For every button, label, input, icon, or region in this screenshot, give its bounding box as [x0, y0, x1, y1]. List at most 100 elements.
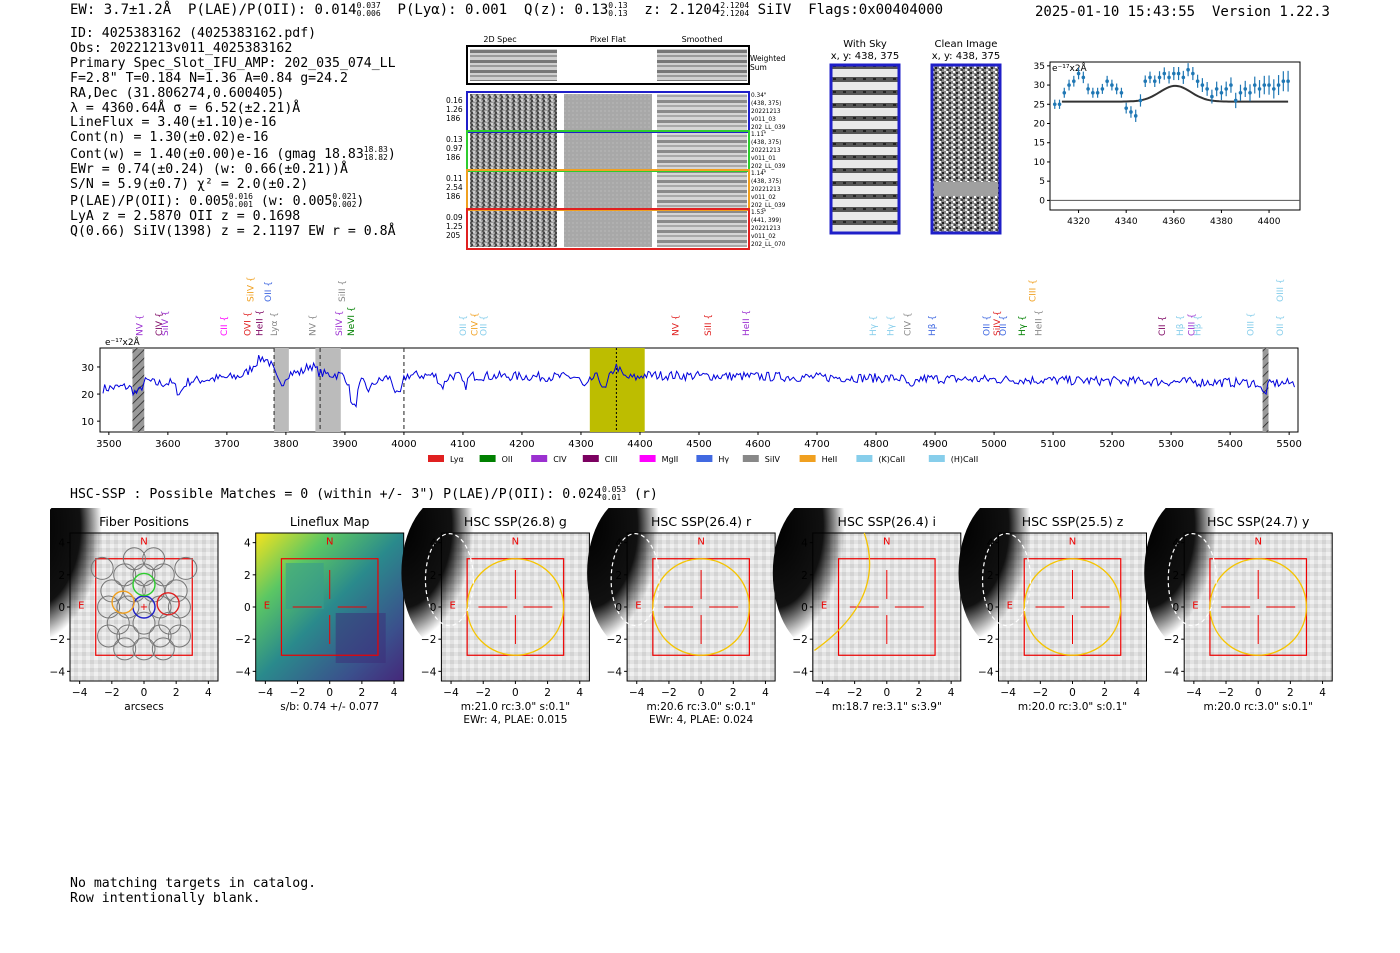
spectrum-line-label: CII { — [1158, 316, 1168, 336]
catalog-footer: No matching targets in catalog. Row inte… — [70, 876, 316, 906]
east-label: E — [449, 601, 455, 612]
spectrum-line-label-high: OIII { — [1276, 278, 1286, 302]
aperture-box — [280, 558, 379, 656]
cutout-col-smooth: Smoothed — [682, 35, 723, 44]
spectrum-line-label-high: CIII { — [1028, 279, 1038, 302]
zoom-data-point — [1129, 110, 1133, 114]
spectrum-xtick-label: 3800 — [273, 439, 298, 450]
spectrum-masked-band — [132, 348, 145, 432]
imaging-panel-5: HSC SSP(25.5) z N E 4 2 0 −2 −4 −4 −2 0 2 4 m:20.0 rc… — [958, 508, 1147, 713]
spectrum-xtick-label: 3500 — [96, 439, 121, 450]
panel-xtick-label: 4 — [762, 687, 769, 699]
zoom-data-point — [1191, 71, 1195, 76]
zoom-data-point — [1152, 79, 1157, 84]
panel-xtick-label: −2 — [104, 687, 119, 699]
info-lya: LyA z = 2.5870 OII z = 0.1698 — [70, 208, 301, 224]
footer-line1: No matching targets in catalog. — [70, 876, 317, 891]
footer-line2: Row intentionally blank. — [70, 891, 261, 906]
spectrum-xtick-label: 5400 — [1217, 439, 1242, 450]
spectrum-line-label: Hγ { — [869, 315, 879, 336]
spectrum-line-label: HeII { — [255, 310, 265, 336]
spectrum-legend-label: SiIV — [765, 455, 781, 464]
clean-image — [930, 63, 1002, 235]
panel-xtick-label: 2 — [1287, 687, 1294, 699]
zoom-data-point — [1114, 87, 1119, 91]
panel-title: Fiber Positions — [99, 514, 189, 529]
panel-xtick-label: −2 — [475, 687, 490, 699]
zoom-xtick-label: 4340 — [1115, 217, 1138, 227]
spectrum-xtick-label: 4600 — [745, 439, 770, 450]
hsc-summary-text: HSC-SSP : Possible Matches = 0 (within +… — [70, 487, 602, 502]
info-plae: P(LAE)/P(OII): 0.005 — [70, 193, 229, 209]
hsc-summary: HSC-SSP : Possible Matches = 0 (within +… — [70, 486, 658, 503]
zoom-data-point — [1262, 83, 1267, 87]
panel-title: HSC SSP(25.5) z — [1022, 514, 1124, 529]
header-timestamp: 2025-01-10 15:43:55 Version 1.22.3 — [1035, 4, 1330, 20]
cutout-2d-spec — [470, 172, 557, 208]
panel-xtick-label: −4 — [72, 687, 88, 699]
info-params: F=2.8" T=0.184 N=1.36 A=0.84 g=24.2 — [70, 70, 348, 86]
panel-xtick-label: −4 — [1186, 687, 1202, 699]
header-flags: Flags:0x00404000 — [808, 2, 944, 18]
panel-ytick-label: 0 — [1173, 602, 1180, 614]
spectrum-legend-swatch — [639, 455, 656, 462]
cutout-col-2d: 2D Spec — [483, 35, 516, 44]
info-sn: S/N = 5.9(±0.7) χ² = 2.0(±0.2) — [70, 177, 309, 193]
zoom-ytick-label: 5 — [1039, 177, 1045, 187]
info-ewr: EWr = 0.74(±0.24) (w: 0.66(±0.21))Å — [70, 162, 348, 178]
with-sky-image — [829, 63, 901, 235]
spectrum-xtick-label: 5100 — [1040, 439, 1065, 450]
galaxy-ellipse — [424, 533, 475, 627]
spectrum-xtick-label: 4500 — [686, 439, 711, 450]
cutout-row-meta: 1.53" — [751, 210, 767, 216]
cutout-row-meta: 20221213 — [751, 109, 781, 115]
spectrum-legend-label: (H)CaII — [951, 455, 978, 464]
zoom-data-point — [1105, 79, 1109, 84]
panel-caption: s/b: 0.74 +/- 0.077 — [280, 701, 379, 713]
info-lambda: λ = 4360.64Å σ = 6.52(±2.21)Å — [70, 100, 301, 116]
zoom-xtick-label: 4380 — [1210, 217, 1233, 227]
panel-xtick-label: 0 — [1255, 687, 1262, 699]
zoom-data-point — [1214, 87, 1219, 91]
spectrum-line-label: SiIV { — [161, 310, 171, 336]
header-summary: EW: 3.7±1.2Å P(LAE)/P(OII): 0.0140.037 0.… — [70, 1, 944, 19]
info-contn: Cont(n) = 1.30(±0.02)e-16 — [70, 130, 269, 146]
panel-title: HSC SSP(24.7) y — [1207, 514, 1310, 529]
panel-ytick-label: 0 — [430, 602, 437, 614]
header-version: Version 1.22.3 — [1211, 4, 1330, 20]
zoom-data-point — [1200, 83, 1205, 87]
panel-ytick-label: −2 — [792, 634, 807, 646]
panel-xtick-label: 2 — [359, 687, 366, 699]
panel-ytick-label: −4 — [792, 666, 808, 678]
spectrum-xtick-label: 4400 — [627, 439, 652, 450]
spectrum-xtick-label: 5300 — [1158, 439, 1183, 450]
panel-ytick-label: 2 — [244, 570, 251, 582]
sum-word: Sum — [750, 63, 767, 72]
spectrum-xtick-label: 4900 — [922, 439, 947, 450]
spectrum-legend-swatch — [479, 455, 496, 462]
spectrum-line-label: NV { — [308, 315, 318, 336]
zoom-data-point — [1081, 75, 1086, 80]
panel-ytick-label: 4 — [615, 538, 622, 550]
bright-source — [1144, 508, 1241, 651]
zoom-data-point — [1062, 90, 1067, 95]
fiber-circle — [97, 624, 121, 648]
zoom-ytick-label: 15 — [1034, 139, 1045, 149]
spectrum-legend-label: CIV — [553, 455, 567, 464]
panel-ytick-label: −2 — [1164, 634, 1179, 646]
cutout-row-a: 0.16 — [446, 96, 463, 105]
panel-caption: m:21.0 rc:3.0" s:0.1" — [461, 701, 570, 713]
east-label: E — [78, 601, 84, 612]
panel-title: Lineflux Map — [290, 514, 370, 529]
imaging-panel-1: Lineflux Map N E 4 2 0 −2 −4 −4 −2 0 2 4 s/b: 0.74 +/… — [235, 514, 405, 713]
panel-ytick-label: −2 — [421, 634, 436, 646]
zoom-data-point — [1057, 102, 1062, 107]
fiber-circle — [158, 611, 182, 635]
header-plae-sup: 0.037 — [356, 1, 381, 10]
panel-title: HSC SSP(26.8) g — [464, 514, 567, 529]
zoom-data-point — [1176, 71, 1181, 76]
cutout-row-meta: 20221213 — [751, 187, 781, 193]
weighted-sum-label: Weighted Sum — [750, 54, 786, 72]
spectrum-legend-label: Lyα — [450, 455, 464, 464]
spectrum-line-label-high: SiII { — [338, 280, 348, 302]
